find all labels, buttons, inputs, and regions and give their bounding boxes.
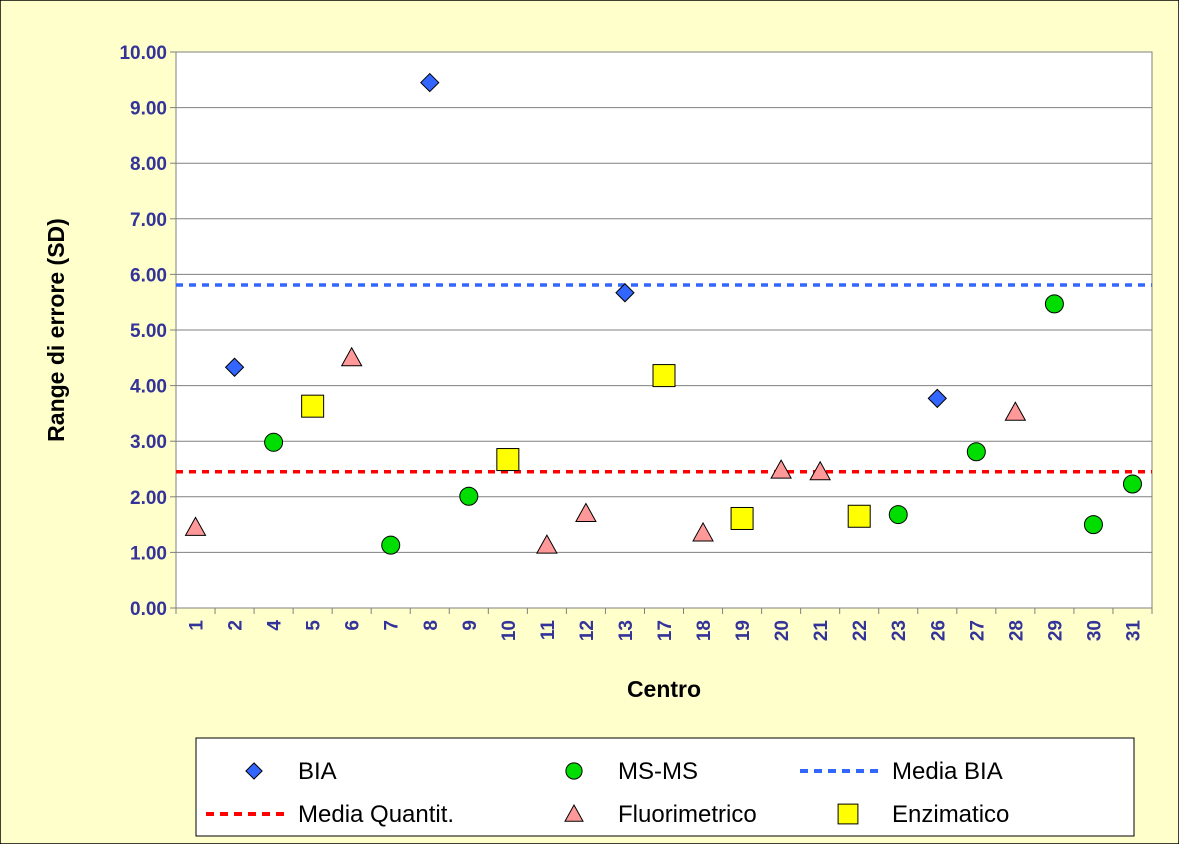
- data-point-triangle: [809, 460, 832, 481]
- data-point-square: [652, 364, 676, 388]
- data-point-triangle: [1004, 401, 1027, 421]
- legend-label: BIA: [298, 758, 337, 785]
- data-point-circle: [264, 432, 284, 452]
- x-tick-label: 10: [499, 620, 520, 641]
- x-tick-label: 29: [1045, 620, 1066, 641]
- x-tick-label: 31: [1123, 620, 1144, 642]
- data-point-circle: [888, 505, 908, 525]
- x-tick-label: 5: [304, 620, 325, 631]
- data-point-diamond: [615, 283, 635, 303]
- x-tick-label: 22: [850, 620, 871, 641]
- y-tick-label: 10.00: [119, 43, 167, 64]
- data-point-square: [730, 506, 754, 530]
- data-point-circle: [1044, 294, 1064, 314]
- y-tick-label: 7.00: [130, 210, 167, 231]
- legend-marker-circle: [565, 762, 583, 780]
- x-tick-label: 6: [343, 620, 364, 631]
- data-point-square: [496, 448, 520, 472]
- data-point-circle: [966, 442, 986, 462]
- legend-label: MS-MS: [618, 758, 698, 785]
- x-tick-label: 26: [928, 620, 949, 641]
- reference-lines: [176, 283, 1152, 474]
- legend: BIA MS-MS Media BIA Media Quantit. Fluorimet…: [195, 737, 1135, 837]
- x-tick-label: 2: [226, 620, 247, 631]
- grid-lines: [176, 107, 1152, 553]
- legend-box: [195, 737, 1135, 837]
- y-tick-label: 2.00: [130, 488, 167, 509]
- data-point-triangle: [692, 521, 714, 542]
- y-tick-label: 4.00: [130, 377, 167, 398]
- y-tick-label: 1.00: [130, 543, 167, 564]
- data-point-circle: [1122, 474, 1142, 494]
- x-tick-label: 13: [616, 620, 637, 641]
- data-point-square: [847, 504, 871, 528]
- x-axis-ticks: 1 2 4 5 6 7 8 9 10 11 12 13 17 18 19 20 21 22 23 26 27 28 29 30…: [175, 608, 1153, 642]
- data-point-triangle: [184, 516, 207, 536]
- x-tick-label: 17: [655, 620, 676, 641]
- legend-marker-square: [837, 803, 859, 825]
- y-tick-label: 0.00: [130, 599, 167, 620]
- x-tick-label: 19: [733, 620, 754, 641]
- x-tick-label: 12: [577, 620, 598, 641]
- x-tick-label: 27: [967, 620, 988, 641]
- data-point-triangle: [536, 534, 558, 554]
- legend-marker-diamond: [245, 762, 263, 780]
- data-point-diamond: [927, 388, 947, 409]
- legend-label: Fluorimetrico: [618, 801, 757, 828]
- x-tick-label: 7: [382, 620, 403, 631]
- legend-label: Media BIA: [892, 758, 1003, 785]
- y-tick-label: 5.00: [130, 321, 167, 342]
- legend-label: Media Quantit.: [298, 801, 454, 828]
- y-tick-label: 8.00: [130, 154, 167, 175]
- data-point-circle: [1083, 515, 1103, 535]
- data-point-circle: [459, 486, 479, 506]
- y-tick-label: 9.00: [130, 99, 167, 120]
- x-tick-label: 8: [421, 620, 442, 631]
- y-axis-title: Range di errore (SD): [43, 218, 69, 442]
- data-point-circle: [381, 535, 401, 555]
- y-axis-ticks: 0.00 1.00 2.00 3.00 4.00 5.00 6.00 7.00 8.00 9.00…: [119, 43, 176, 620]
- x-tick-label: 20: [772, 620, 793, 641]
- data-point-triangle: [575, 502, 597, 522]
- x-tick-label: 9: [460, 620, 481, 631]
- x-tick-label: 28: [1006, 620, 1027, 641]
- data-point-triangle: [340, 346, 363, 367]
- x-tick-label: 18: [694, 620, 715, 641]
- x-tick-label: 1: [187, 620, 208, 631]
- x-tick-label: 21: [811, 620, 832, 642]
- data-point-diamond: [420, 72, 440, 93]
- y-tick-label: 6.00: [130, 265, 167, 286]
- legend-label: Enzimatico: [892, 801, 1009, 828]
- y-tick-label: 3.00: [130, 432, 167, 453]
- data-point-triangle: [770, 459, 792, 479]
- legend-marker-triangle: [564, 803, 584, 822]
- x-tick-label: 23: [889, 620, 910, 641]
- x-tick-label: 4: [265, 620, 286, 631]
- x-axis-title: Centro: [627, 676, 701, 702]
- x-tick-label: 11: [538, 620, 559, 641]
- x-tick-label: 30: [1084, 620, 1105, 641]
- data-point-diamond: [224, 357, 245, 377]
- data-markers: [184, 72, 1142, 555]
- data-point-square: [301, 394, 325, 418]
